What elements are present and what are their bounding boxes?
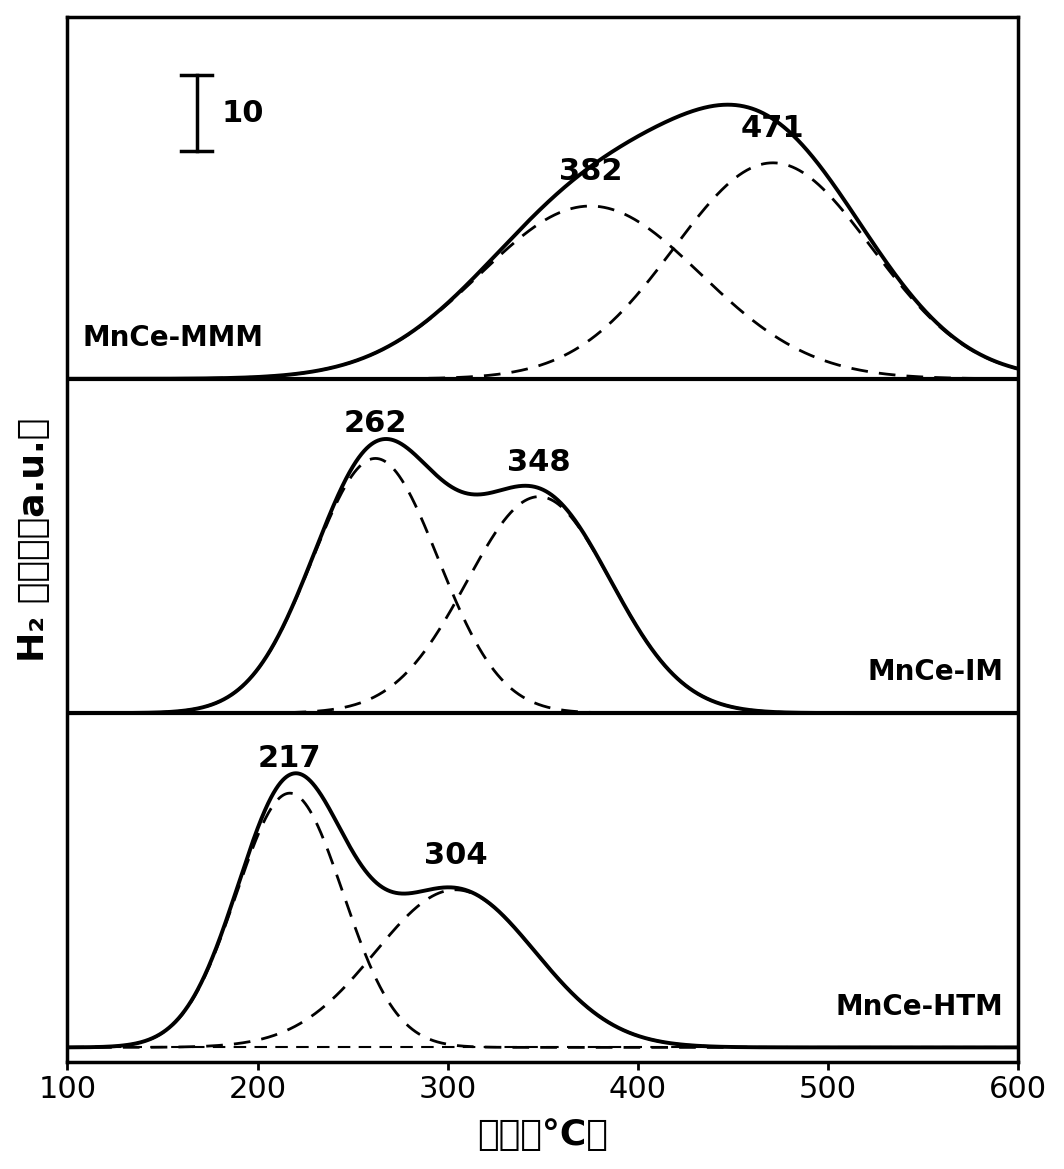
X-axis label: 温度（°C）: 温度（°C） xyxy=(478,1119,609,1153)
Text: 382: 382 xyxy=(559,157,622,186)
Text: 262: 262 xyxy=(344,409,408,438)
Text: 471: 471 xyxy=(742,113,804,143)
Text: MnCe-HTM: MnCe-HTM xyxy=(835,992,1003,1021)
Text: 10: 10 xyxy=(221,98,264,127)
Text: MnCe-IM: MnCe-IM xyxy=(867,658,1003,686)
Text: 217: 217 xyxy=(259,745,321,773)
Text: MnCe-MMM: MnCe-MMM xyxy=(83,324,264,352)
Text: 304: 304 xyxy=(423,841,487,870)
Text: 348: 348 xyxy=(508,448,570,477)
Y-axis label: H₂ 消耗量（a.u.）: H₂ 消耗量（a.u.） xyxy=(17,417,51,662)
